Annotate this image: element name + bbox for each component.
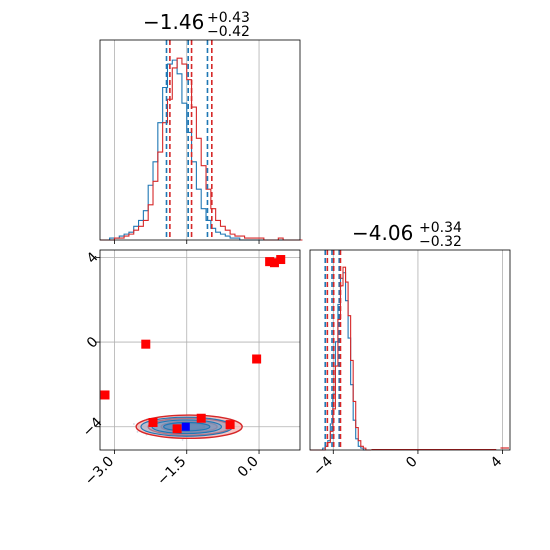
- joint-outlier-marker: [225, 420, 235, 430]
- joint-sample-point: [181, 438, 184, 441]
- joint-frame: [99, 249, 301, 451]
- marginal-x-title-plus: +0.43: [207, 10, 250, 26]
- joint-outlier-marker: [252, 354, 262, 364]
- joint-panel: −3.0 −1.5 0.0 −404: [80, 249, 301, 489]
- marginal-y-xtick-label: 0: [403, 454, 421, 472]
- marginal-y-title: −4.06 +0.34 −0.32: [352, 220, 462, 250]
- joint-outlier-marker: [265, 257, 275, 267]
- joint-outlier-marker: [196, 413, 206, 423]
- joint-outlier-marker: [100, 390, 110, 400]
- marginal-y-xtick-label: −4: [310, 453, 336, 479]
- marginal-x-title: −1.46 +0.43 −0.42: [143, 10, 250, 40]
- joint-outlier-marker: [172, 424, 182, 434]
- joint-xtick-label: −3.0: [82, 454, 117, 489]
- joint-outlier-marker: [141, 339, 151, 349]
- marginal-y-title-minus: −0.32: [419, 234, 462, 250]
- joint-sample-point: [136, 430, 139, 433]
- joint-outlier-marker: [276, 255, 286, 265]
- marginal-x-histogram-series: [100, 57, 303, 241]
- marginal-y-panel: −4.06 +0.34 −0.32 −4 0 4: [309, 220, 511, 479]
- marginal-y-title-value: −4.06: [352, 221, 413, 245]
- marginal-y-frame: [309, 249, 511, 451]
- marginal-x-title-minus: −0.42: [207, 24, 250, 40]
- joint-outlier-marker: [148, 417, 158, 427]
- joint-ytick-label: 4: [84, 249, 102, 267]
- marginal-y-title-plus: +0.34: [419, 220, 462, 236]
- marginal-x-title-value: −1.46: [143, 10, 204, 34]
- joint-blue-marker: [181, 422, 190, 431]
- joint-sample-point: [133, 423, 135, 425]
- marginal-x-frame: [99, 39, 301, 241]
- marginal-y-xtick-label: 4: [488, 453, 506, 471]
- joint-xtick-label: 0.0: [235, 454, 262, 481]
- marginal-x-panel: −1.46 +0.43 −0.42: [99, 10, 303, 244]
- joint-ytick-label: 0: [84, 334, 102, 352]
- joint-xtick-label: −1.5: [154, 454, 189, 489]
- joint-outlier-marker: [269, 258, 279, 268]
